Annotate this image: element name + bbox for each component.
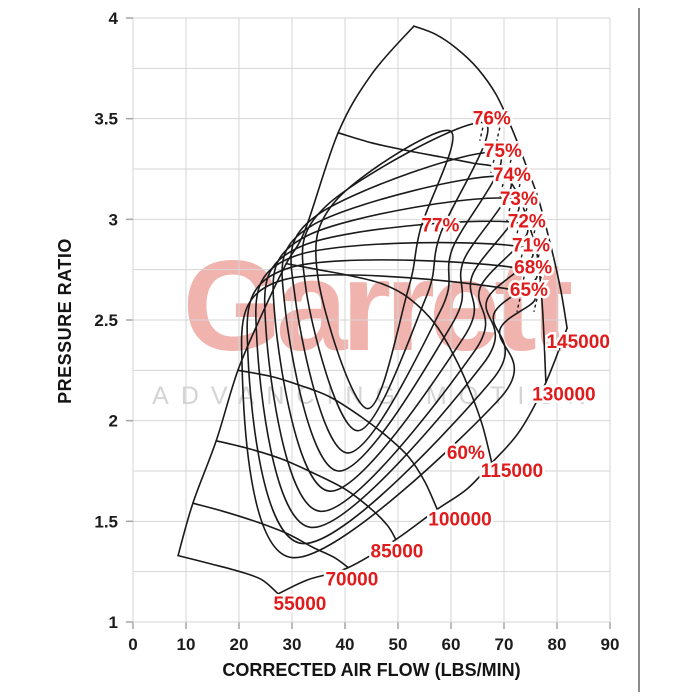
efficiency-label-60pct: 60% — [447, 443, 485, 464]
efficiency-island-71pct — [255, 241, 534, 529]
efficiency-label-73pct: 73% — [500, 189, 538, 210]
y-tick-label: 4 — [109, 9, 119, 28]
speed-line-70000 — [192, 502, 349, 569]
dashed-leader — [533, 298, 538, 312]
efficiency-label-72pct: 72% — [508, 211, 546, 232]
efficiency-island-77pct — [314, 129, 454, 410]
x-tick-label: 40 — [336, 635, 355, 654]
y-tick-label: 1.5 — [94, 512, 118, 531]
y-tick-label: 1 — [109, 613, 118, 632]
speed-label-145000: 145000 — [546, 332, 609, 353]
speed-line-55000 — [177, 554, 279, 595]
efficiency-label-76pct: 76% — [473, 109, 511, 130]
y-tick-label: 3.5 — [94, 110, 118, 129]
dashed-leader — [537, 276, 542, 290]
x-tick-label: 60 — [442, 635, 461, 654]
efficiency-label-75pct: 75% — [484, 141, 522, 162]
speed-line-85000 — [215, 440, 397, 541]
efficiency-label-71pct: 71% — [512, 236, 550, 257]
efficiency-island-75pct — [290, 151, 503, 454]
choke-boundary-60pct — [277, 327, 568, 595]
dashed-leader — [520, 276, 525, 290]
dashed-leader — [499, 183, 504, 198]
dashed-leader — [516, 183, 521, 198]
speed-line-100000 — [237, 369, 438, 511]
speed-label-130000: 130000 — [532, 384, 595, 405]
x-tick-label: 70 — [495, 635, 514, 654]
efficiency-island-72pct — [263, 220, 529, 513]
speed-label-85000: 85000 — [371, 542, 424, 563]
y-tick-label: 2.5 — [94, 311, 118, 330]
dashed-leader — [496, 127, 501, 141]
dashed-leader — [516, 298, 521, 312]
efficiency-label-65pct: 65% — [510, 280, 548, 301]
dashed-leader — [490, 159, 495, 174]
x-tick-label: 50 — [389, 635, 408, 654]
dashed-leader — [535, 254, 540, 268]
speed-line-115000 — [285, 262, 493, 464]
efficiency-island-73pct — [272, 197, 520, 492]
y-axis-title: PRESSURE RATIO — [55, 238, 75, 404]
x-tick-label: 90 — [601, 635, 620, 654]
speed-label-70000: 70000 — [325, 570, 378, 591]
speed-line-130000 — [337, 132, 547, 384]
dashed-leader — [518, 254, 523, 268]
efficiency-label-77pct: 77% — [421, 215, 459, 236]
x-tick-label: 0 — [128, 635, 137, 654]
speed-label-55000: 55000 — [274, 594, 327, 615]
dashed-leader — [514, 230, 519, 244]
x-axis-title: CORRECTED AIR FLOW (LBS/MIN) — [222, 660, 521, 680]
dashed-leader — [479, 127, 484, 141]
right-border-line — [638, 8, 640, 692]
dashed-leader — [506, 208, 511, 222]
dashed-leader — [507, 159, 512, 174]
speed-label-115000: 115000 — [481, 461, 543, 482]
efficiency-label-74pct: 74% — [493, 165, 531, 186]
x-tick-label: 30 — [283, 635, 302, 654]
y-tick-label: 3 — [109, 210, 118, 229]
speed-label-100000: 100000 — [428, 509, 491, 530]
dashed-leader — [531, 230, 536, 244]
garrett-watermark-tagline: ADVANCING MOTION — [152, 382, 598, 410]
surge-line — [177, 25, 415, 557]
y-tick-label: 2 — [109, 412, 118, 431]
efficiency-island-74pct — [281, 175, 513, 472]
speed-line-145000 — [413, 25, 568, 329]
dashed-leader — [523, 208, 528, 222]
efficiency-island-65pct — [240, 274, 536, 559]
x-tick-label: 10 — [177, 635, 196, 654]
efficiency-label-68pct: 68% — [514, 258, 552, 279]
efficiency-island-76pct — [301, 121, 489, 432]
x-tick-label: 20 — [230, 635, 249, 654]
x-tick-label: 80 — [548, 635, 567, 654]
